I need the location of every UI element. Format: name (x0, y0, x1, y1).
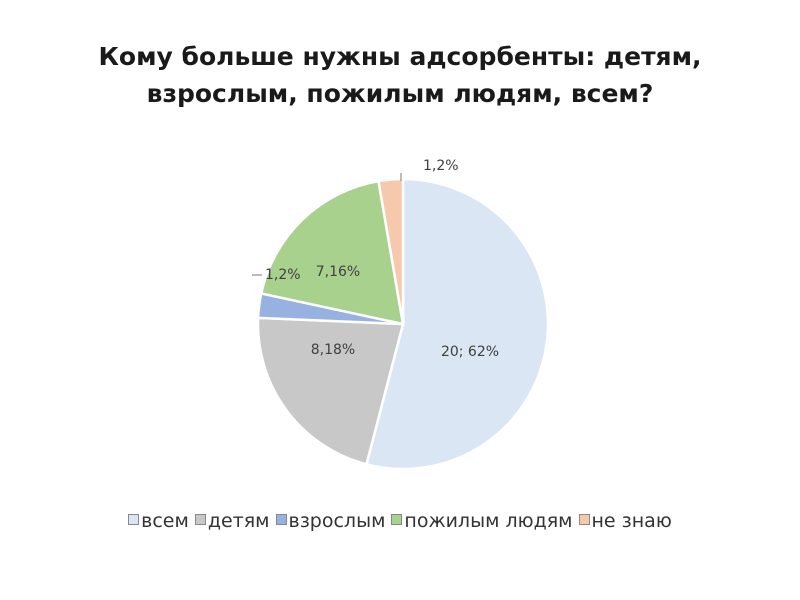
legend-item-2: взрослым (275, 510, 386, 532)
chart-title: Кому больше нужны адсорбенты: детям, взр… (40, 38, 760, 112)
legend-swatch-0 (128, 514, 140, 525)
legend-label-4: не знаю (591, 510, 672, 532)
legend: всем детям взрослым пожилым людям не знаю (0, 510, 800, 532)
pie-slice-3 (259, 179, 405, 326)
legend-swatch-3 (391, 514, 403, 525)
chart-title-line-1: Кому больше нужны адсорбенты: детям, (98, 42, 702, 71)
data-label-3: 7,16% (316, 264, 360, 280)
legend-label-3: пожилым людям (404, 510, 573, 532)
legend-swatch-1 (194, 514, 206, 525)
legend-label-0: всем (141, 510, 189, 532)
legend-swatch-4 (578, 514, 590, 525)
pie-slice-1 (256, 316, 405, 466)
legend-label-1: детям (207, 510, 270, 532)
data-label-2: 1,2% (265, 267, 301, 283)
data-label-1: 8,18% (311, 342, 355, 358)
legend-item-1: детям (194, 510, 270, 532)
legend-label-2: взрослым (288, 510, 386, 532)
pie-slice-0 (364, 177, 550, 471)
data-label-0: 20; 62% (441, 344, 499, 360)
legend-item-0: всем (128, 510, 189, 532)
data-label-4: 1,2% (423, 158, 459, 174)
legend-item-3: пожилым людям (391, 510, 573, 532)
chart-title-line-2: взрослым, пожилым людям, всем? (146, 79, 654, 108)
legend-item-4: не знаю (578, 510, 672, 532)
legend-swatch-2 (275, 514, 287, 525)
pie-slice-4 (377, 177, 405, 325)
